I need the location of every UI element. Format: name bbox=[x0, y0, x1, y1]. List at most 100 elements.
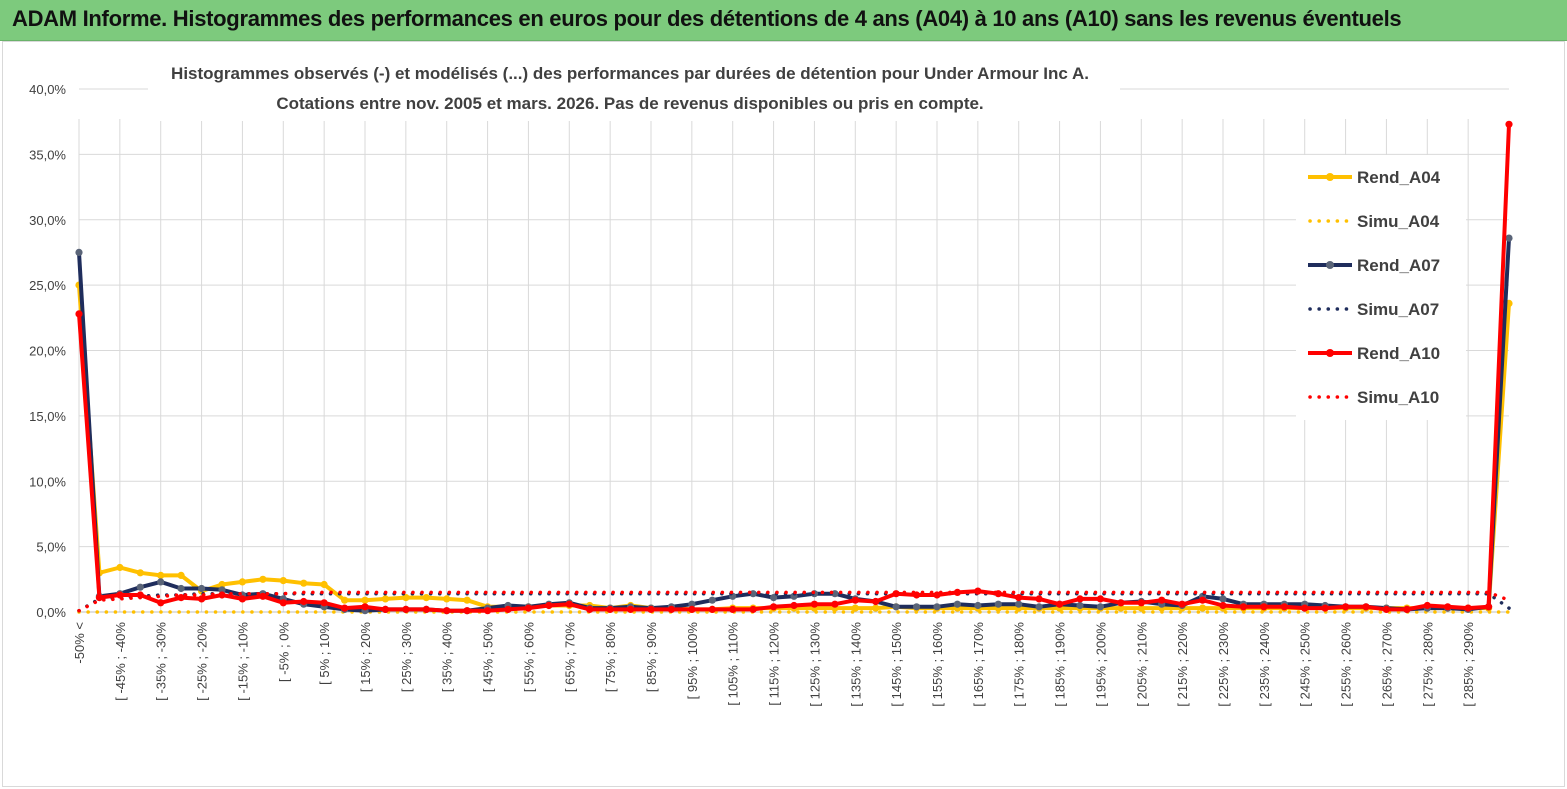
data-point-rend-a10 bbox=[1015, 594, 1023, 602]
data-point-rend-a10 bbox=[95, 594, 103, 602]
data-point-rend-a10 bbox=[1464, 604, 1472, 612]
x-tick-label: [ 25% ; 30% bbox=[399, 622, 414, 693]
legend: Rend_A04 Simu_A04 Rend_A07 Simu_A07 Rend_A10… bbox=[1308, 168, 1441, 407]
y-axis-ticks: 0,0% 5,0% 10,0% 15,0% 20,0% 25,0% 30,0% 35,0% 40… bbox=[29, 82, 66, 620]
gridlines bbox=[78, 88, 1509, 613]
data-point-rend-a07 bbox=[892, 603, 900, 611]
x-tick-label: [ 45% ; 50% bbox=[481, 622, 496, 693]
y-tick-label: 0,0% bbox=[36, 605, 66, 620]
data-point-rend-a04 bbox=[402, 594, 410, 602]
series-line-rend-a04 bbox=[77, 284, 1511, 612]
data-point-rend-a10 bbox=[1423, 601, 1431, 610]
data-point-rend-a10 bbox=[504, 605, 512, 614]
data-point-rend-a07 bbox=[913, 603, 921, 611]
data-point-rend-a10 bbox=[606, 605, 614, 614]
data-point-rend-a04 bbox=[443, 595, 451, 603]
data-point-rend-a10 bbox=[1280, 603, 1288, 611]
data-point-rend-a10 bbox=[524, 604, 533, 612]
data-point-rend-a04 bbox=[259, 575, 267, 583]
y-tick-label: 15,0% bbox=[29, 409, 66, 424]
x-tick-label: [ 55% ; 60% bbox=[521, 622, 536, 693]
data-point-rend-a10 bbox=[381, 605, 389, 614]
x-tick-label: [ -25% ; -20% bbox=[195, 622, 210, 701]
x-tick-label: [ 65% ; 70% bbox=[562, 622, 577, 693]
data-point-rend-a10 bbox=[1444, 603, 1452, 611]
data-point-rend-a10 bbox=[729, 605, 737, 614]
data-point-rend-a10 bbox=[872, 597, 880, 606]
data-point-rend-a10 bbox=[238, 595, 246, 603]
data-point-rend-a10 bbox=[770, 603, 778, 611]
x-axis-ticks: -50% < [ -45% ; -40% [ -35% ; -30% [ -25% ;… bbox=[72, 622, 1476, 707]
data-point-rend-a10 bbox=[749, 605, 757, 614]
series-line-rend-a07 bbox=[77, 237, 1511, 613]
data-point-rend-a10 bbox=[1219, 601, 1227, 610]
y-tick-label: 35,0% bbox=[29, 147, 66, 162]
data-point-rend-a10 bbox=[177, 594, 185, 602]
x-tick-label: [ 125% ; 130% bbox=[807, 622, 822, 707]
data-point-rend-a10 bbox=[157, 599, 165, 607]
y-tick-label: 30,0% bbox=[29, 213, 66, 228]
data-point-rend-a10 bbox=[136, 591, 144, 599]
data-point-rend-a07 bbox=[974, 601, 982, 610]
data-point-rend-a10 bbox=[1199, 596, 1207, 604]
y-tick-label: 5,0% bbox=[36, 540, 66, 555]
x-tick-label: [ 165% ; 170% bbox=[971, 622, 986, 707]
x-tick-label: [ 255% ; 260% bbox=[1339, 622, 1354, 707]
data-point-rend-a10 bbox=[1137, 599, 1145, 607]
data-point-rend-a10 bbox=[279, 599, 287, 607]
data-point-rend-a04 bbox=[1117, 604, 1125, 612]
data-point-rend-a10 bbox=[1321, 604, 1329, 612]
data-point-rend-a04 bbox=[218, 580, 226, 589]
series-line-rend-a10 bbox=[77, 124, 1511, 613]
data-point-rend-a07 bbox=[1035, 603, 1043, 611]
data-point-rend-a07 bbox=[136, 583, 144, 591]
data-point-rend-a04 bbox=[341, 596, 349, 604]
x-tick-label: [ 15% ; 20% bbox=[358, 622, 373, 693]
data-point-rend-a10 bbox=[1076, 595, 1084, 603]
data-point-rend-a04 bbox=[238, 578, 246, 586]
chart-title-line1: Histogrammes observés (-) et modélisés (… bbox=[171, 64, 1089, 83]
data-point-rend-a04 bbox=[116, 563, 124, 572]
x-tick-label: [ 135% ; 140% bbox=[848, 622, 863, 707]
legend-label-rend-a07: Rend_A07 bbox=[1357, 256, 1440, 275]
report-banner: ADAM Informe. Histogrammes des performan… bbox=[0, 0, 1567, 41]
data-point-rend-a10 bbox=[361, 603, 369, 611]
data-point-rend-a10 bbox=[667, 605, 676, 614]
data-point-rend-a07 bbox=[1096, 603, 1104, 611]
data-point-rend-a10 bbox=[402, 605, 410, 614]
x-tick-label: [ 285% ; 290% bbox=[1461, 622, 1476, 707]
data-point-rend-a04 bbox=[463, 596, 471, 604]
data-point-rend-a04 bbox=[136, 569, 144, 577]
data-point-rend-a10 bbox=[443, 607, 451, 615]
x-tick-label: [ 175% ; 180% bbox=[1012, 622, 1027, 707]
y-tick-label: 10,0% bbox=[29, 474, 66, 489]
data-point-rend-a10 bbox=[810, 600, 819, 608]
x-tick-label: [ 245% ; 250% bbox=[1298, 622, 1313, 707]
data-point-rend-a10 bbox=[1260, 603, 1268, 611]
data-point-rend-a10 bbox=[75, 310, 83, 318]
x-tick-label: [ 215% ; 220% bbox=[1175, 622, 1190, 707]
data-point-rend-a10 bbox=[1117, 599, 1125, 607]
x-tick-label: [ 95% ; 100% bbox=[685, 622, 700, 700]
x-tick-label: [ 185% ; 190% bbox=[1053, 622, 1068, 707]
data-point-rend-a04 bbox=[851, 604, 859, 612]
data-point-rend-a07 bbox=[708, 596, 716, 604]
data-point-rend-a07 bbox=[770, 594, 778, 602]
x-tick-label: [ 35% ; 40% bbox=[440, 622, 455, 693]
data-point-rend-a10 bbox=[1035, 595, 1043, 603]
x-tick-label: [ 145% ; 150% bbox=[889, 622, 904, 707]
data-point-rend-a10 bbox=[688, 605, 696, 614]
data-point-rend-a04 bbox=[361, 596, 369, 604]
data-point-rend-a04 bbox=[872, 604, 880, 612]
data-point-rend-a10 bbox=[1403, 605, 1411, 614]
x-tick-label: [ 195% ; 200% bbox=[1093, 622, 1108, 707]
data-point-rend-a07 bbox=[994, 600, 1002, 608]
legend-marker-rend-a04 bbox=[1326, 173, 1334, 181]
legend-marker-rend-a10 bbox=[1326, 349, 1334, 357]
data-point-rend-a10 bbox=[1239, 603, 1247, 611]
chart-title-background bbox=[148, 55, 1120, 121]
data-point-rend-a07 bbox=[157, 578, 165, 586]
data-point-rend-a04 bbox=[1199, 604, 1207, 612]
data-point-rend-a07 bbox=[953, 600, 962, 608]
data-point-rend-a10 bbox=[1178, 600, 1186, 608]
